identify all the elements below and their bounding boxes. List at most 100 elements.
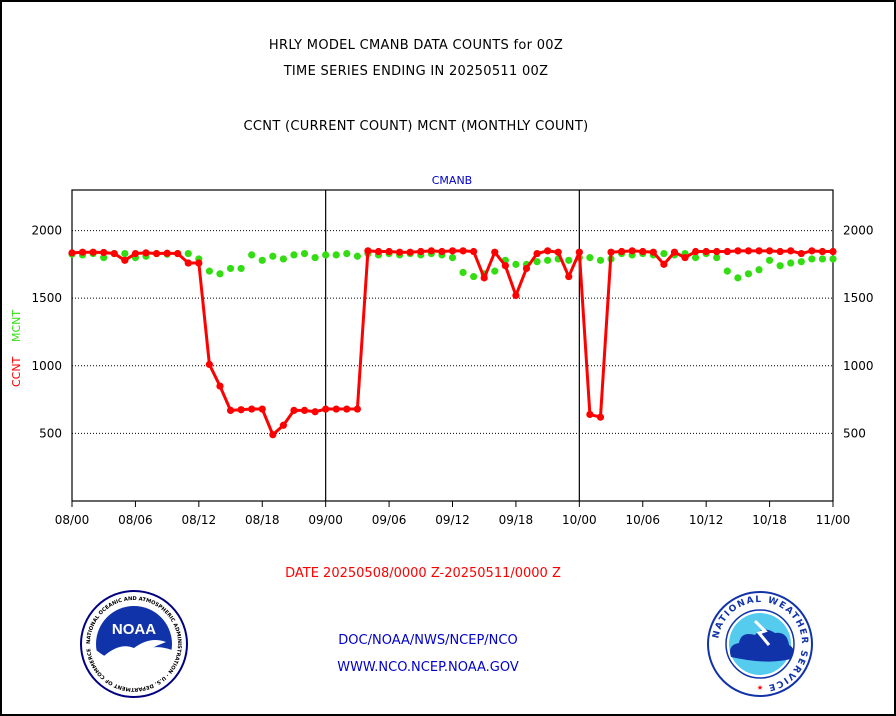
data-point-ccnt [808,247,816,255]
data-point-mcnt [258,256,266,264]
data-point-mcnt [565,256,573,264]
data-point-ccnt [596,413,605,421]
y-tick-label-left: 500 [39,426,62,440]
data-point-ccnt [649,248,657,256]
data-point-ccnt [470,247,478,256]
data-point-mcnt [491,267,499,275]
data-point-mcnt [533,258,541,266]
data-point-ccnt [427,247,435,255]
data-point-mcnt [660,249,668,258]
website-link[interactable]: WWW.NCO.NCEP.NOAA.GOV [337,660,519,675]
y-axis-label-mcnt: MCNT [10,310,23,342]
x-tick-label: 11/00 [816,513,851,527]
plot-border [71,189,834,502]
organization-path: DOC/NOAA/NWS/NCEP/NCO [338,633,518,648]
y-tick-label-right: 1000 [843,359,874,373]
data-point-mcnt [723,267,731,275]
data-point-ccnt [744,247,753,255]
x-tick-label: 08/18 [245,513,280,527]
data-point-ccnt [765,247,774,255]
data-point-ccnt [734,247,742,255]
data-point-ccnt [385,247,393,256]
data-point-mcnt [279,255,287,263]
data-point-ccnt [787,247,795,255]
x-tick-label: 09/00 [308,513,343,527]
data-point-ccnt [586,410,594,419]
data-point-ccnt [491,248,499,256]
series-line-ccnt [71,249,833,437]
data-point-mcnt [512,260,520,268]
data-point-ccnt [459,247,467,255]
data-point-ccnt [142,249,150,257]
data-point-ccnt [522,264,531,273]
y-tick-label-right: 2000 [843,224,874,238]
data-point-ccnt [195,259,203,267]
data-point-mcnt [121,249,129,258]
data-point-ccnt [681,254,689,262]
chart-subtitle-series-end: TIME SERIES ENDING IN 20250511 00Z [283,64,549,79]
data-point-ccnt [702,247,710,256]
data-point-mcnt [765,256,774,264]
data-point-ccnt [152,249,161,258]
data-point-mcnt [544,256,552,264]
data-point-ccnt [565,272,573,281]
data-point-mcnt [311,254,319,262]
data-point-ccnt [174,249,182,258]
nws-logo-icon: NATIONAL WEATHER SERVICE ★ [707,591,813,697]
grid-layer [72,190,833,501]
data-point-ccnt [300,406,309,415]
data-point-mcnt [797,258,805,266]
y-tick-label-left: 1000 [31,359,62,373]
data-point-ccnt [406,248,414,256]
data-point-ccnt [639,247,647,256]
data-point-mcnt [818,255,827,263]
data-point-ccnt [311,408,319,416]
data-point-ccnt [501,262,509,270]
data-point-mcnt [184,249,192,258]
data-point-ccnt [89,248,97,256]
data-point-ccnt [396,248,404,256]
data-point-ccnt [343,405,351,413]
y-tick-label-right: 1500 [843,291,874,305]
data-point-mcnt [744,270,753,278]
data-point-mcnt [343,249,351,258]
data-point-ccnt [258,405,266,413]
data-point-mcnt [226,264,235,273]
y-tick-label-left: 1500 [31,291,62,305]
data-point-ccnt [438,247,446,256]
y-axis-label-ccnt: CCNT [10,356,23,387]
data-point-mcnt [290,251,298,259]
data-point-mcnt [829,255,837,263]
data-point-ccnt [628,247,636,255]
data-point-ccnt [544,247,552,255]
data-point-ccnt [205,360,214,369]
data-point-mcnt [776,262,784,270]
data-point-ccnt [797,249,805,258]
data-point-mcnt [755,266,763,274]
x-tick-label: 10/12 [689,513,724,527]
svg-text:★: ★ [757,682,763,693]
data-point-ccnt [480,274,488,282]
date-range-label: DATE 20250508/0000 Z-20250511/0000 Z [285,566,561,581]
data-point-ccnt [723,247,731,256]
data-point-ccnt [248,405,256,413]
data-point-ccnt [131,249,140,258]
data-point-ccnt [226,406,235,415]
data-point-mcnt [100,254,108,262]
data-point-ccnt [364,247,372,255]
data-point-mcnt [448,254,457,262]
data-point-mcnt [713,254,721,262]
data-point-mcnt [459,268,467,277]
data-point-mcnt [808,255,816,263]
x-tick-label: 09/12 [435,513,470,527]
x-tick-label: 09/18 [499,513,534,527]
data-point-ccnt [237,406,245,414]
data-point-ccnt [713,247,721,256]
data-point-ccnt [448,247,457,255]
data-point-ccnt [691,247,700,256]
x-tick-label: 09/06 [372,513,407,527]
data-point-mcnt [353,252,361,260]
data-point-ccnt [184,259,192,267]
svg-text:NOAA: NOAA [112,621,156,638]
data-point-ccnt [512,291,520,300]
